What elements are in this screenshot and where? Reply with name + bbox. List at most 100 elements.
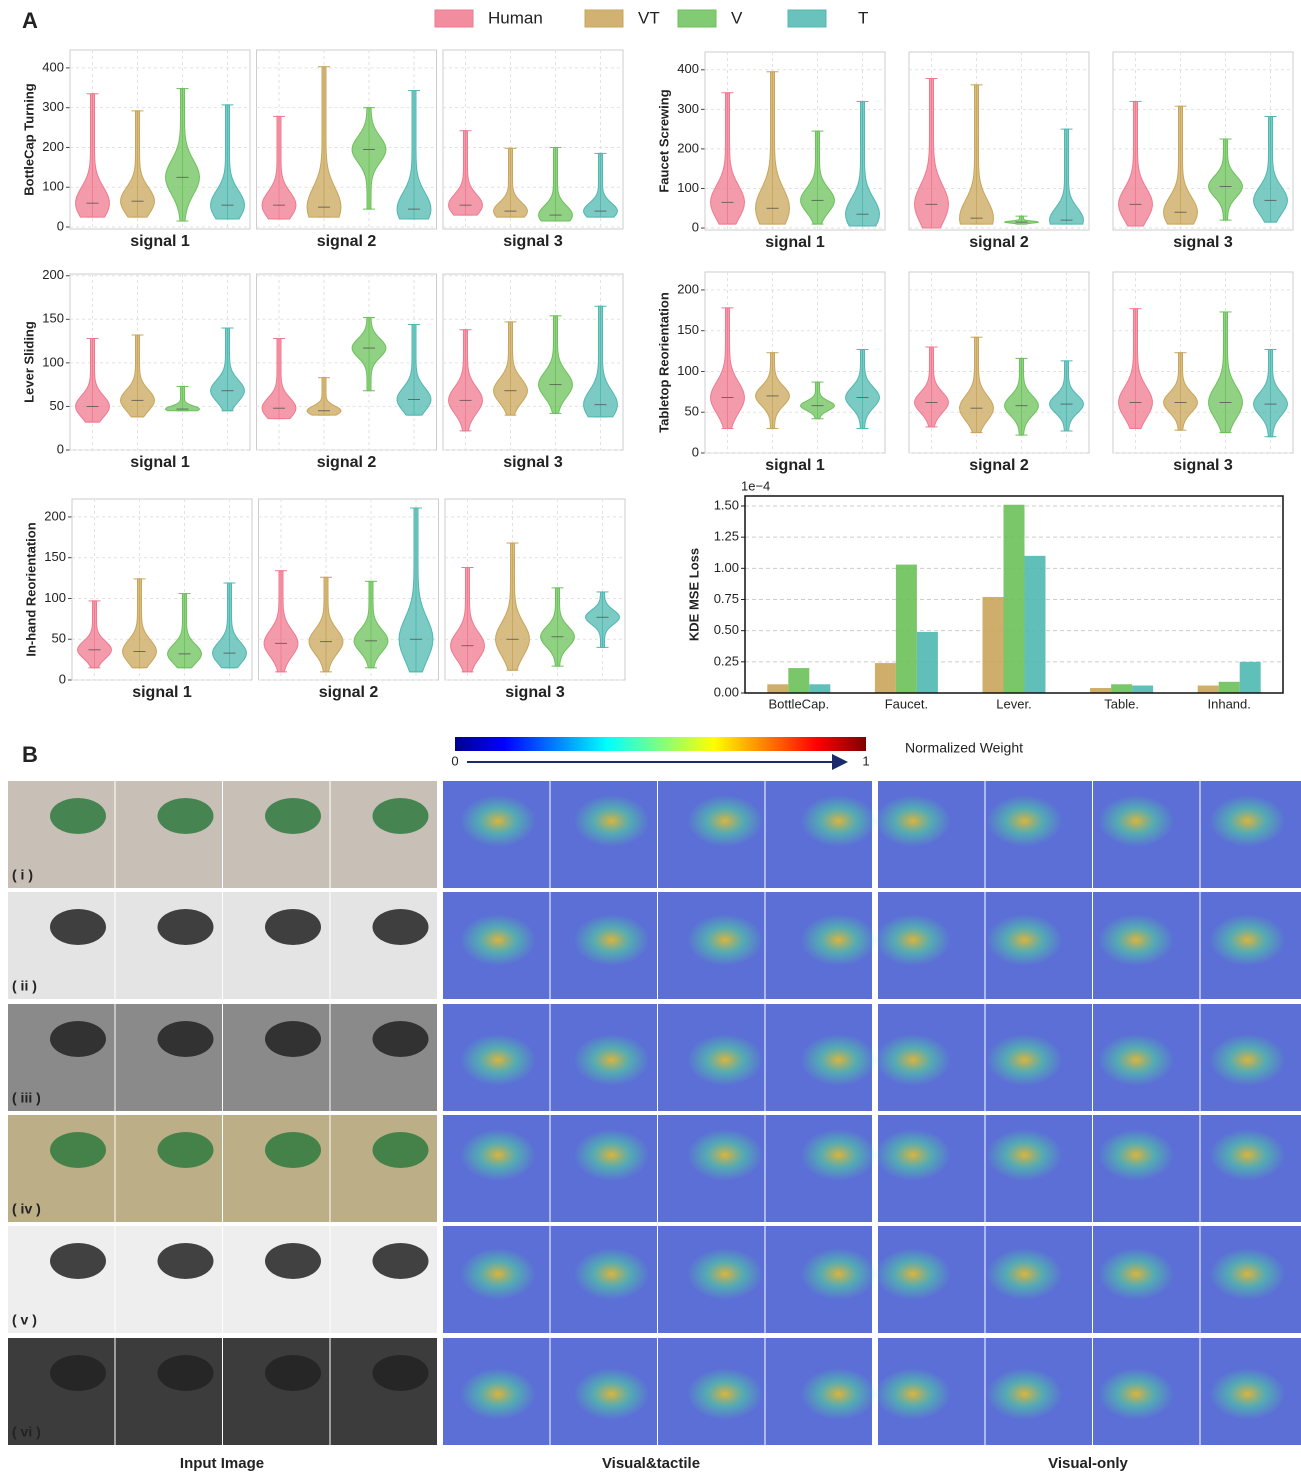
heat-blob [1098, 1034, 1174, 1086]
panel-title: signal 3 [503, 454, 563, 471]
hand [50, 1132, 106, 1168]
bar [1198, 686, 1219, 693]
y-tick-label: 0.50 [714, 622, 739, 637]
heat-blob [875, 1129, 951, 1181]
heat-blob [987, 1368, 1063, 1420]
heat-blob [1210, 1129, 1286, 1181]
hand [373, 909, 429, 945]
image [223, 1226, 330, 1333]
hand [158, 798, 214, 834]
heat-blob [1098, 1248, 1174, 1300]
y-tick-label: 50 [50, 398, 64, 413]
y-tick-label: 300 [42, 99, 64, 114]
panel-title: signal 3 [505, 684, 565, 701]
hand [265, 909, 321, 945]
panel-title: signal 3 [503, 233, 563, 250]
bar [896, 565, 917, 693]
y-tick-label: 1.25 [714, 529, 739, 544]
heat-blob [987, 795, 1063, 847]
heat-blob [687, 914, 763, 966]
figure: A B 0 1 Normalized Weight ( i )( ii )( i… [0, 0, 1301, 1473]
heat-blob [687, 1129, 763, 1181]
heat-blob [801, 914, 877, 966]
image [116, 1004, 223, 1111]
bar [875, 663, 896, 693]
hand [373, 798, 429, 834]
image-grid: ( i )( ii )( iii )( iv )( v )( vi )Input… [8, 781, 1301, 1472]
heat-blob [875, 1034, 951, 1086]
bar [767, 684, 788, 693]
bar [1240, 662, 1261, 693]
legend-swatch [788, 10, 826, 27]
y-tick-label: 50 [52, 631, 66, 646]
image [223, 1004, 330, 1111]
heat-blob [1210, 1248, 1286, 1300]
row-label: ( iv ) [12, 1201, 41, 1217]
heat-blob [801, 1034, 877, 1086]
heat-blob [1210, 914, 1286, 966]
hand [373, 1132, 429, 1168]
panel-title: signal 1 [765, 234, 825, 251]
heat-blob [1098, 795, 1174, 847]
panel-title: signal 1 [765, 457, 825, 474]
y-tick-label: 0.75 [714, 591, 739, 606]
bar [1004, 505, 1025, 693]
hand [265, 1132, 321, 1168]
y-tick-label: 0.25 [714, 653, 739, 668]
y-tick-label: 300 [677, 101, 699, 116]
y-tick-label: 1.50 [714, 497, 739, 512]
y-tick-label: 150 [44, 549, 66, 564]
row-label: ( iii ) [12, 1090, 41, 1106]
hand [265, 1021, 321, 1057]
offset-label: 1e−4 [741, 478, 770, 493]
legend-label: T [858, 8, 868, 27]
panel-title: signal 2 [319, 684, 379, 701]
heat-blob [1098, 914, 1174, 966]
y-tick-label: 1.00 [714, 560, 739, 575]
x-tick-label: Faucet. [885, 696, 928, 711]
image [116, 892, 223, 999]
y-tick-label: 150 [42, 311, 64, 326]
heat-blob [987, 1034, 1063, 1086]
x-tick-label: Table. [1104, 696, 1139, 711]
hand [265, 1243, 321, 1279]
panel-label: A [22, 8, 38, 33]
y-tick-label: 400 [677, 61, 699, 76]
panel-title: signal 2 [317, 454, 377, 471]
y-tick-label: 200 [42, 267, 64, 282]
panel-title: signal 2 [969, 457, 1029, 474]
hand [50, 798, 106, 834]
panel-title: signal 1 [132, 684, 192, 701]
y-tick-label: 0 [692, 219, 699, 234]
legend-label: Human [488, 8, 543, 27]
panel-title: signal 2 [317, 233, 377, 250]
x-tick-label: BottleCap. [768, 696, 829, 711]
bar [809, 684, 830, 693]
heat-blob [687, 1368, 763, 1420]
x-tick-label: Lever. [996, 696, 1031, 711]
heat-blob [574, 1248, 650, 1300]
row-label: ( ii ) [12, 978, 37, 994]
image [116, 1338, 223, 1445]
y-tick-label: 50 [685, 404, 699, 419]
image [331, 781, 438, 888]
image [116, 1115, 223, 1222]
hand [373, 1243, 429, 1279]
hand [158, 1355, 214, 1391]
colorbar [455, 737, 866, 751]
hand [265, 798, 321, 834]
hand [158, 1243, 214, 1279]
heat-blob [1210, 1368, 1286, 1420]
hand [50, 909, 106, 945]
y-tick-label: 0 [59, 671, 66, 686]
image [116, 781, 223, 888]
x-tick-label: Inhand. [1208, 696, 1251, 711]
legend-swatch [435, 10, 473, 27]
image [331, 1226, 438, 1333]
heat-blob [801, 1248, 877, 1300]
heat-blob [460, 1129, 536, 1181]
y-tick-label: 100 [42, 179, 64, 194]
bar [788, 668, 809, 693]
heat-blob [574, 795, 650, 847]
y-tick-label: 0 [57, 218, 64, 233]
